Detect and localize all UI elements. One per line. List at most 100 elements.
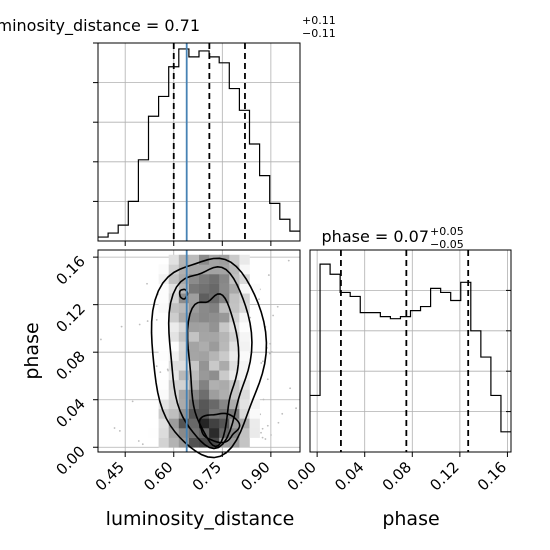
- scatter-point: [295, 407, 297, 410]
- x-tick-label-phase-2: 0.08: [379, 458, 415, 494]
- density-cell: [188, 389, 200, 400]
- density-cell: [209, 379, 220, 390]
- density-cell: [229, 293, 240, 304]
- density-cell: [219, 389, 230, 400]
- density-cell: [188, 283, 200, 294]
- y-axis-label-phase: phase: [21, 322, 43, 379]
- y-tick-label-phase-0: 0.00: [52, 442, 88, 478]
- quantile-lines: [340, 250, 470, 452]
- density-cells: [148, 254, 260, 448]
- density-cell: [239, 341, 250, 352]
- phase-marginal-panel: phase = 0.07 +0.05 −0.05 0.00 0.04 0.08 0.1…: [284, 225, 512, 494]
- density-cell: [199, 302, 210, 313]
- density-cell: [199, 408, 210, 419]
- histogram: [310, 263, 511, 433]
- luminosity-distance-title-sup: +0.11: [302, 14, 336, 27]
- x-tick-label-phase-1: 0.04: [331, 458, 367, 494]
- density-cell: [239, 437, 250, 448]
- density-cell: [188, 408, 200, 419]
- scatter-point: [269, 342, 272, 345]
- density-cell: [209, 312, 220, 323]
- contour-level-1: [150, 257, 268, 459]
- phase-title: phase = 0.07: [322, 227, 429, 246]
- density-cell: [239, 379, 250, 390]
- density-cell: [249, 408, 260, 419]
- luminosity-distance-title-sub: −0.11: [302, 27, 336, 40]
- density-cell: [219, 331, 230, 342]
- density-cell: [209, 322, 220, 333]
- density-cell: [209, 370, 220, 381]
- scatter-point: [261, 360, 264, 363]
- density-cell: [199, 341, 210, 352]
- density-cell: [168, 331, 180, 342]
- x-axis-label-luminosity-distance: luminosity_distance: [106, 508, 295, 530]
- density-cell: [178, 331, 190, 342]
- density-cell: [239, 254, 250, 265]
- density-cell: [199, 322, 210, 333]
- density-cell: [219, 351, 230, 361]
- density-cell: [209, 331, 220, 342]
- scatter-point: [159, 371, 162, 374]
- phase-title-sub: −0.05: [430, 238, 464, 251]
- density-cell: [239, 399, 250, 410]
- histogram-step-line: [98, 48, 300, 238]
- scatter-point: [272, 314, 275, 317]
- scatter-point: [289, 387, 292, 390]
- density-cell: [209, 341, 220, 352]
- density-cell: [168, 312, 180, 323]
- density-cell: [168, 351, 180, 361]
- scatter-point: [261, 436, 264, 439]
- density-cell: [219, 370, 230, 381]
- scatter-point: [138, 323, 141, 326]
- density-cell: [178, 408, 190, 419]
- density-cell: [209, 283, 220, 294]
- density-cell: [229, 370, 240, 381]
- density-cell: [178, 427, 190, 438]
- quantile-lines: [172, 43, 246, 241]
- density-cell: [239, 389, 250, 400]
- density-cell: [229, 399, 240, 410]
- density-cell: [199, 351, 210, 361]
- density-cell: [229, 264, 240, 275]
- density-cell: [199, 283, 210, 294]
- density-cell: [229, 351, 240, 361]
- density-cell: [249, 399, 260, 410]
- density-cell: [199, 254, 210, 265]
- density-cell: [199, 379, 210, 390]
- density-cell: [209, 264, 220, 275]
- scatter-point: [260, 431, 262, 434]
- x-tick-label-luminosity-distance-0: 0.45: [92, 458, 128, 494]
- y-tick-label-phase-1: 0.04: [52, 395, 88, 431]
- density-cell: [209, 418, 220, 429]
- density-cell: [158, 399, 169, 410]
- density-cell: [178, 302, 190, 313]
- density-cell: [178, 312, 190, 323]
- scatter-point: [261, 427, 264, 430]
- density-cell: [158, 264, 169, 275]
- axes-frame: [97, 42, 301, 242]
- density-cell: [199, 293, 210, 304]
- density-cell: [209, 408, 220, 419]
- y-tick-label-phase-3: 0.12: [52, 300, 88, 336]
- scatter-point: [118, 430, 121, 432]
- density-cell: [199, 389, 210, 400]
- density-cell: [178, 370, 190, 381]
- density-cell: [168, 302, 180, 313]
- contour-level-2: [167, 265, 253, 450]
- density-cell: [178, 322, 190, 333]
- density-cell: [199, 264, 210, 275]
- scatter-point: [264, 438, 267, 440]
- axis-ticks: 0.00 0.04 0.08 0.12 0.16: [284, 289, 511, 494]
- density-cell: [178, 351, 190, 361]
- density-cell: [188, 418, 200, 429]
- density-cell: [188, 264, 200, 275]
- density-cell: [168, 399, 180, 410]
- density-cell: [168, 264, 180, 275]
- scatter-point: [281, 412, 284, 415]
- density-cell: [188, 437, 200, 448]
- density-cell: [229, 418, 240, 429]
- density-cell: [229, 389, 240, 400]
- density-cell: [209, 437, 220, 448]
- density-cell: [188, 360, 200, 371]
- density-cell: [229, 302, 240, 313]
